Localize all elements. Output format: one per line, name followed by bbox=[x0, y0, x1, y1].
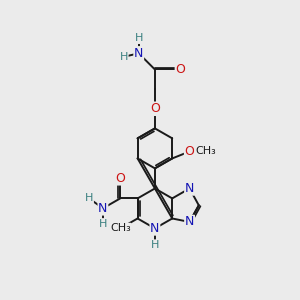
Text: O: O bbox=[150, 102, 160, 115]
Text: H: H bbox=[99, 219, 107, 229]
Text: H: H bbox=[85, 194, 93, 203]
Text: H: H bbox=[134, 33, 143, 43]
Text: CH₃: CH₃ bbox=[195, 146, 216, 157]
Text: O: O bbox=[184, 145, 194, 158]
Text: N: N bbox=[185, 182, 194, 195]
Text: O: O bbox=[176, 63, 185, 76]
Text: H: H bbox=[151, 240, 159, 250]
Text: N: N bbox=[134, 47, 143, 60]
Text: H: H bbox=[119, 52, 128, 62]
Text: N: N bbox=[98, 202, 108, 215]
Text: CH₃: CH₃ bbox=[110, 224, 130, 233]
Text: N: N bbox=[150, 222, 160, 235]
Text: O: O bbox=[115, 172, 125, 185]
Text: N: N bbox=[185, 215, 194, 229]
